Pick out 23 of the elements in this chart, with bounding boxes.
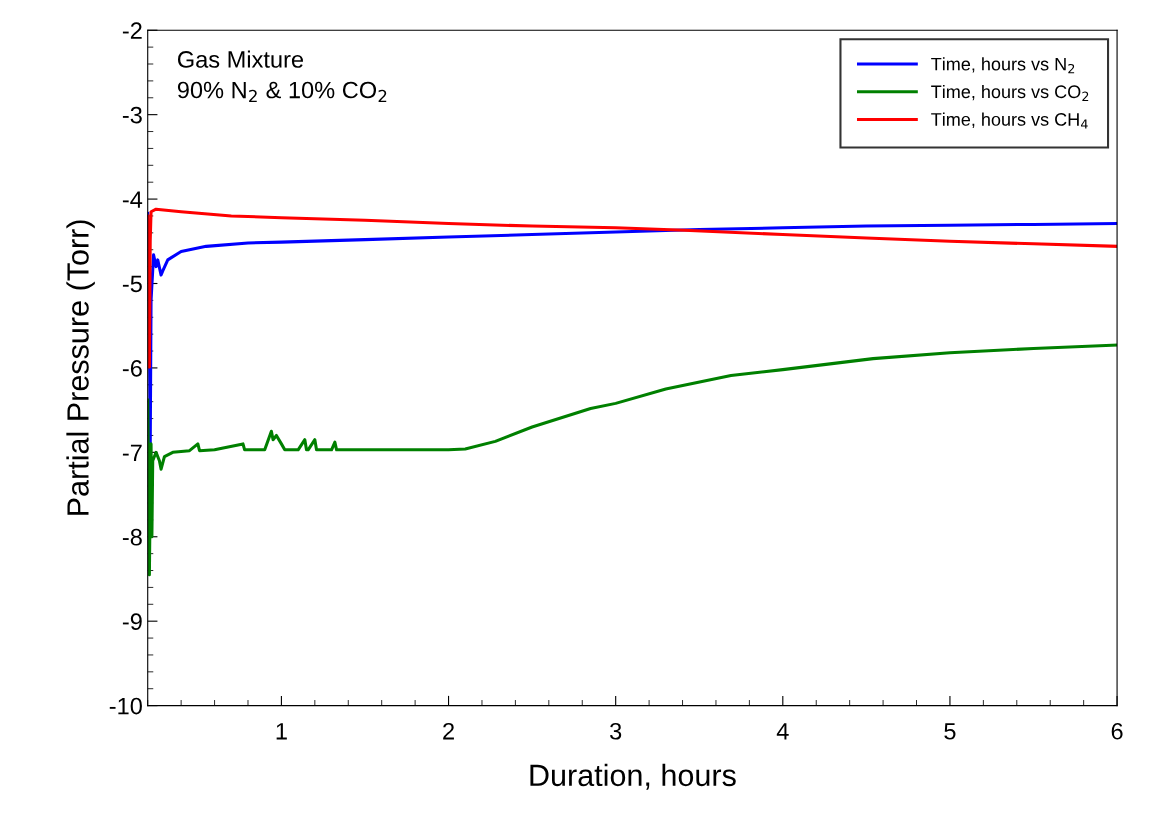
x-tick-label: 4: [776, 723, 789, 740]
x-tick-label: 6: [1111, 722, 1123, 740]
y-tick-label: -6: [122, 359, 142, 377]
y-tick-label: -7: [122, 444, 142, 461]
line-series: [147, 343, 1118, 577]
y-tick-label: -8: [122, 528, 142, 546]
x-tick-label: 2: [443, 722, 454, 740]
legend-label: Time, hours vs CO$_{2}$: [931, 84, 1089, 101]
y-tick-label: -5: [122, 275, 142, 293]
x-axis-title: Duration, hours: [530, 763, 736, 790]
y-tick-label: -4: [122, 191, 143, 208]
x-tick-label: 3: [610, 722, 622, 740]
y-tick-label: -3: [122, 106, 142, 124]
y-tick-label: -9: [122, 613, 142, 630]
legend-label: Time, hours vs CH$_{4}$: [931, 112, 1088, 129]
x-tick-label: 5: [944, 723, 956, 740]
x-tick-label: 1: [276, 723, 287, 740]
annotation: Gas Mixture 90% N$_{2}$ & 10% CO$_{2}$: [177, 50, 387, 103]
y-axis-title: Partial Pressure (Torr): [66, 220, 95, 515]
line-series: [147, 207, 1118, 369]
legend-label: Time, hours vs N$_{2}$: [931, 57, 1075, 74]
y-tick-label: -2: [122, 22, 142, 39]
y-tick-label: -10: [109, 697, 142, 715]
